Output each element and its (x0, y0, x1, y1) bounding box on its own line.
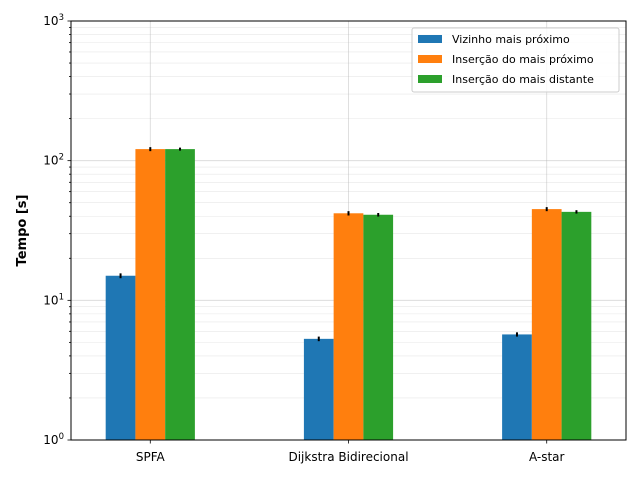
legend-label: Inserção do mais distante (452, 73, 594, 86)
y-tick-label-exponent: 2 (59, 153, 64, 163)
y-tick-label-base: 10 (43, 433, 58, 447)
legend-swatch (418, 75, 442, 83)
legend-label: Inserção do mais próximo (452, 53, 594, 66)
bar (135, 149, 166, 440)
y-tick-label-base: 10 (43, 14, 58, 28)
bar (561, 211, 592, 440)
error-bars (119, 147, 578, 342)
x-tick-label: SPFA (136, 450, 166, 464)
bar (333, 213, 364, 440)
y-tick-label-exponent: 0 (59, 432, 64, 442)
y-tick-label-exponent: 3 (59, 13, 64, 23)
legend-swatch (418, 55, 442, 63)
y-tick-label: 100 (43, 432, 64, 447)
y-axis-label: Tempo [s] (15, 195, 30, 267)
y-tick-label: 102 (43, 153, 64, 168)
x-tick-label: A-star (529, 450, 565, 464)
y-tick-label: 103 (43, 13, 64, 28)
legend: Vizinho mais próximo Inserção do mais pró… (411, 27, 620, 93)
bar (531, 209, 562, 440)
bar (303, 338, 334, 440)
legend-swatch (418, 35, 442, 43)
y-tick-label-base: 10 (43, 293, 58, 307)
y-tick-label-exponent: 1 (59, 292, 64, 302)
bar (502, 334, 532, 440)
x-tick-label: Dijkstra Bidirecional (288, 450, 408, 464)
bars (105, 149, 592, 440)
y-tick-label: 101 (43, 292, 64, 307)
x-axis: SPFA Dijkstra Bidirecional A-star (136, 440, 565, 464)
y-tick-label-base: 10 (43, 154, 58, 168)
bar (105, 275, 136, 440)
legend-box (411, 27, 620, 93)
bar (165, 149, 195, 440)
bar (363, 214, 394, 440)
legend-label: Vizinho mais próximo (452, 33, 570, 46)
